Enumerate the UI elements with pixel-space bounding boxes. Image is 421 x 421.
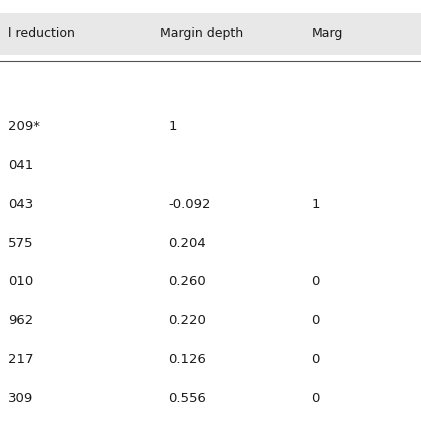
Text: 217: 217 [8, 353, 34, 366]
Text: 010: 010 [8, 275, 34, 288]
Text: 0.126: 0.126 [168, 353, 206, 366]
Text: 0.260: 0.260 [168, 275, 206, 288]
Text: 0: 0 [312, 275, 320, 288]
Text: 962: 962 [8, 314, 34, 327]
Text: l reduction: l reduction [8, 27, 75, 40]
Text: Margin depth: Margin depth [160, 27, 243, 40]
Text: 0.220: 0.220 [168, 314, 206, 327]
Text: 041: 041 [8, 159, 34, 172]
Text: 209*: 209* [8, 120, 40, 133]
FancyBboxPatch shape [0, 13, 421, 55]
Text: 309: 309 [8, 392, 34, 405]
Text: 0: 0 [312, 392, 320, 405]
Text: 0.204: 0.204 [168, 237, 206, 250]
Text: Marg: Marg [312, 27, 343, 40]
Text: 043: 043 [8, 198, 34, 211]
Text: 1: 1 [168, 120, 177, 133]
Text: 0.556: 0.556 [168, 392, 206, 405]
Text: 0: 0 [312, 353, 320, 366]
Text: -0.092: -0.092 [168, 198, 211, 211]
Text: 575: 575 [8, 237, 34, 250]
Text: 1: 1 [312, 198, 320, 211]
Text: 0: 0 [312, 314, 320, 327]
